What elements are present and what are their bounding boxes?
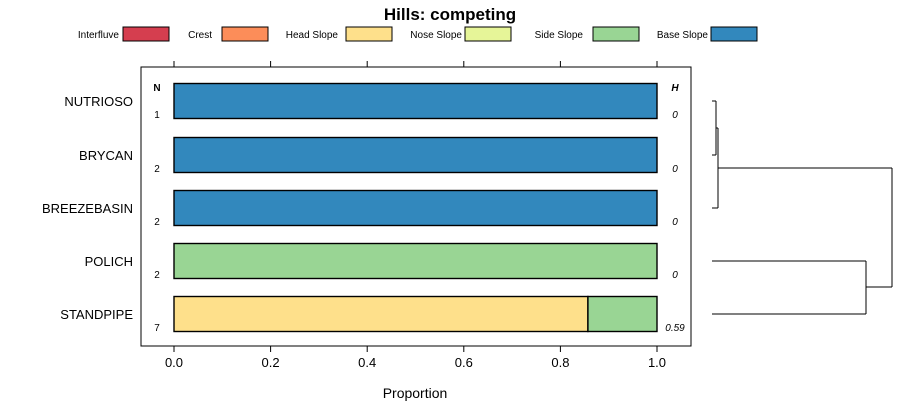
h-value-brycan: 0 bbox=[672, 164, 678, 175]
x-tick-label: 0.6 bbox=[455, 355, 473, 370]
legend-label-crest: Crest bbox=[188, 30, 212, 41]
dendrogram bbox=[712, 100, 893, 315]
n-column-header: N bbox=[153, 83, 160, 94]
x-tick-label: 0.2 bbox=[262, 355, 280, 370]
n-value-breezebasin: 2 bbox=[154, 217, 160, 228]
legend-swatch-base-slope bbox=[710, 26, 758, 42]
x-tick-label: 0.8 bbox=[551, 355, 569, 370]
legend-label-nose-slope: Nose Slope bbox=[410, 30, 462, 41]
plot-area: 0.0 0.2 0.4 0.6 0.8 1.0 N H NUTRIOSO 1 0 BRYCAN 2 0 BR… bbox=[42, 61, 692, 370]
category-label-brycan: BRYCAN bbox=[79, 148, 133, 163]
x-tick-label: 0.4 bbox=[358, 355, 376, 370]
h-value-standpipe: 0.59 bbox=[665, 323, 685, 334]
legend: Interfluve Crest Head Slope Nose Slope Side … bbox=[78, 26, 758, 42]
legend-swatch-interfluve bbox=[122, 26, 170, 42]
legend-swatch-crest bbox=[221, 26, 269, 42]
category-label-nutrioso: NUTRIOSO bbox=[64, 94, 133, 109]
plot-frame bbox=[140, 66, 692, 347]
bar-nutrioso-base-slope bbox=[173, 82, 658, 120]
legend-label-base-slope: Base Slope bbox=[657, 30, 709, 41]
legend-swatch-nose-slope bbox=[464, 26, 512, 42]
n-value-nutrioso: 1 bbox=[154, 110, 160, 121]
x-tick-label: 0.0 bbox=[165, 355, 183, 370]
chart-title: Hills: competing bbox=[384, 5, 516, 24]
h-value-polich: 0 bbox=[672, 270, 678, 281]
category-label-standpipe: STANDPIPE bbox=[60, 307, 133, 322]
n-value-polich: 2 bbox=[154, 270, 160, 281]
legend-swatch-head-slope bbox=[345, 26, 393, 42]
bar-standpipe-head-slope bbox=[173, 295, 589, 333]
category-label-polich: POLICH bbox=[85, 254, 133, 269]
legend-swatch-side-slope bbox=[592, 26, 640, 42]
legend-label-head-slope: Head Slope bbox=[286, 30, 339, 41]
n-value-brycan: 2 bbox=[154, 164, 160, 175]
category-label-breezebasin: BREEZEBASIN bbox=[42, 201, 133, 216]
bar-standpipe-side-slope bbox=[587, 295, 658, 333]
x-axis-title: Proportion bbox=[383, 385, 448, 401]
x-tick-label: 1.0 bbox=[648, 355, 666, 370]
legend-label-interfluve: Interfluve bbox=[78, 30, 120, 41]
bar-polich-side-slope bbox=[173, 242, 658, 280]
h-value-breezebasin: 0 bbox=[672, 217, 678, 228]
bar-brycan-base-slope bbox=[173, 136, 658, 174]
h-column-header: H bbox=[671, 83, 679, 94]
n-value-standpipe: 7 bbox=[154, 323, 160, 334]
legend-label-side-slope: Side Slope bbox=[535, 30, 584, 41]
bar-breezebasin-base-slope bbox=[173, 189, 658, 227]
h-value-nutrioso: 0 bbox=[672, 110, 678, 121]
